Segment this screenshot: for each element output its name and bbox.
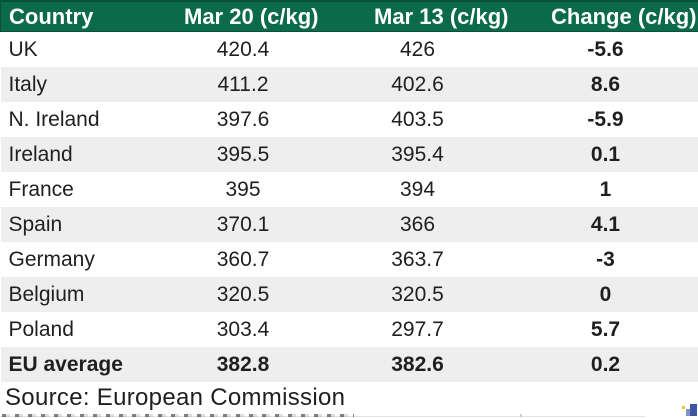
country-cell: Italy	[8, 72, 48, 96]
table-row-uk: UK 420.4 426 -5.6	[0, 31, 698, 67]
change-cell: 4.1	[590, 212, 621, 236]
change-cell: -5.6	[587, 37, 624, 61]
mar13-cell: 363.7	[391, 247, 444, 271]
mar13-cell: 394	[399, 177, 436, 201]
mar13-cell: 402.6	[391, 72, 444, 96]
col-header-country: Country	[0, 0, 164, 32]
table-row-eu-average: EU average 382.8 382.6 0.2	[0, 347, 698, 382]
table-row-poland: Poland 303.4 297.7 5.7	[0, 312, 698, 347]
mar20-cell: 320.5	[216, 282, 270, 306]
mar13-cell: 382.6	[391, 352, 444, 376]
mar20-cell: 303.4	[216, 317, 270, 341]
mar20-cell: 382.8	[216, 352, 270, 376]
brand-logo-fragment	[680, 403, 698, 418]
change-cell: 8.6	[590, 72, 621, 96]
mar13-cell: 297.7	[391, 317, 444, 341]
mar13-cell: 366	[399, 212, 436, 236]
logo-light-bar-icon	[686, 409, 690, 416]
country-cell: Poland	[8, 317, 74, 341]
table-row-france: France 395 394 1	[0, 172, 698, 207]
cropped-text-tick	[520, 414, 522, 417]
mar20-cell: 395	[225, 177, 261, 201]
country-cell: Germany	[8, 247, 95, 271]
change-cell: 5.7	[590, 317, 621, 341]
change-cell: -5.9	[587, 107, 624, 131]
country-cell: UK	[8, 37, 38, 61]
table-body: UK 420.4 426 -5.6 Italy 411.2 402.6 8.6 …	[0, 31, 698, 382]
price-table: Country Mar 20 (c/kg) Mar 13 (c/kg) Chan…	[0, 0, 698, 382]
col-header-mar13: Mar 13 (c/kg)	[322, 0, 513, 32]
mar20-cell: 370.1	[216, 212, 270, 236]
logo-dark-bar-icon	[690, 404, 697, 416]
mar20-cell: 395.5	[216, 142, 270, 166]
table-row-italy: Italy 411.2 402.6 8.6	[0, 67, 698, 102]
country-cell: Ireland	[8, 142, 73, 166]
change-cell: 0	[599, 282, 612, 306]
logo-yellow-dot-icon	[682, 406, 685, 409]
country-cell: Spain	[8, 212, 63, 236]
table-row-n-ireland: N. Ireland 397.6 403.5 -5.9	[0, 102, 698, 137]
mar13-cell: 395.4	[391, 142, 444, 166]
country-cell: France	[8, 177, 74, 201]
mar13-cell: 403.5	[391, 107, 444, 131]
change-cell: 1	[599, 177, 612, 201]
table-row-ireland: Ireland 395.5 395.4 0.1	[0, 137, 698, 172]
change-cell: -3	[596, 247, 615, 271]
table-row-belgium: Belgium 320.5 320.5 0	[0, 277, 698, 312]
source-note: Source: European Commission	[0, 382, 698, 413]
mar20-cell: 397.6	[216, 107, 270, 131]
change-cell: 0.1	[590, 142, 621, 166]
cropped-text-artifact	[2, 414, 354, 417]
mar13-cell: 320.5	[391, 282, 444, 306]
change-cell: 0.2	[590, 352, 621, 376]
col-header-mar20: Mar 20 (c/kg)	[163, 0, 323, 32]
country-cell: N. Ireland	[8, 107, 100, 131]
mar20-cell: 420.4	[216, 37, 270, 61]
mar20-cell: 411.2	[217, 72, 269, 96]
col-header-change: Change (c/kg)	[512, 0, 698, 32]
table-row-spain: Spain 370.1 366 4.1	[0, 207, 698, 242]
table-row-germany: Germany 360.7 363.7 -3	[0, 242, 698, 277]
country-cell: EU average	[8, 352, 123, 376]
mar20-cell: 360.7	[216, 247, 270, 271]
table-header: Country Mar 20 (c/kg) Mar 13 (c/kg) Chan…	[0, 0, 698, 32]
country-cell: Belgium	[8, 282, 85, 306]
mar13-cell: 426	[399, 37, 436, 61]
header-row: Country Mar 20 (c/kg) Mar 13 (c/kg) Chan…	[0, 0, 698, 32]
